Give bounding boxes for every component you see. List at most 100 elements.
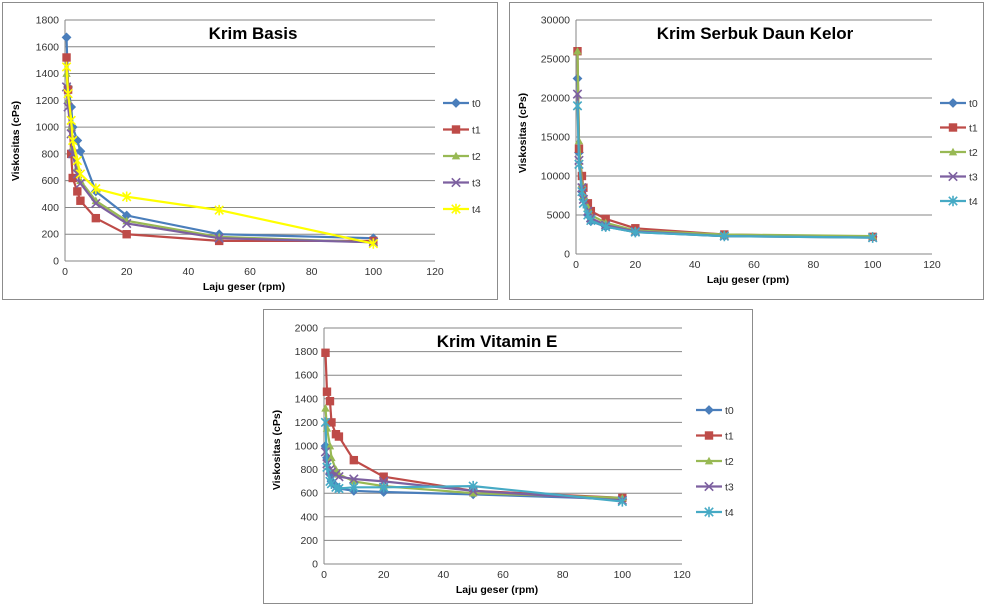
y-tick-label: 2000 [295, 323, 319, 335]
data-point-t1 [321, 348, 330, 357]
y-tick-label: 25000 [541, 54, 570, 66]
data-point-t4 [66, 115, 76, 126]
data-point-t3 [334, 471, 344, 482]
x-tick-label: 0 [321, 569, 327, 581]
y-tick-label: 800 [41, 148, 59, 160]
legend-item-t4: t4 [443, 203, 481, 216]
x-tick-label: 60 [748, 259, 760, 271]
legend-item-t3: t3 [443, 178, 481, 190]
legend-label: t4 [725, 507, 734, 519]
data-point-t4 [468, 480, 478, 492]
data-point-t1 [68, 173, 77, 183]
data-point-t2 [349, 477, 359, 485]
chart-krim-vitamin-e: 0 200 400 600 800 1000 1200 1400 1600 1800 2000 0 20… [271, 323, 734, 597]
legend-label: t1 [969, 123, 978, 135]
data-point-t4 [368, 238, 379, 249]
chart-panel-krim-basis: 0 200 400 600 800 1000 1200 1400 1600 1800 0 20 40 60… [2, 2, 498, 300]
series-t4 [572, 100, 878, 243]
y-tick-label: 1800 [36, 15, 60, 27]
legend-marker [704, 405, 714, 415]
legend-marker [948, 171, 958, 182]
data-point-t4 [572, 100, 583, 111]
data-point-t4 [630, 226, 641, 238]
legend-item-t4: t4 [696, 506, 734, 519]
legend-item-t0: t0 [443, 98, 481, 110]
y-tick-label: 0 [564, 249, 570, 261]
x-tick-label: 20 [378, 569, 390, 581]
series-line-t2 [65, 73, 374, 244]
x-axis-label: Laju geser (rpm) [203, 281, 285, 293]
chart-title: Krim Serbuk Daun Kelor [657, 24, 854, 43]
data-point-t4 [719, 230, 730, 242]
legend-item-t1: t1 [443, 125, 481, 137]
x-axis-label: Laju geser (rpm) [707, 274, 789, 286]
data-point-t4 [867, 232, 878, 243]
series-line-t3 [576, 94, 873, 239]
data-point-t4 [334, 483, 344, 494]
y-tick-label: 1800 [295, 346, 319, 358]
data-point-t1 [334, 432, 344, 441]
data-point-t3 [349, 474, 359, 484]
data-point-t3 [572, 89, 583, 99]
legend-marker [451, 98, 461, 108]
data-point-t3 [91, 198, 101, 209]
x-tick-label: 120 [426, 266, 444, 278]
y-axis-label: Viskositas (cPs) [10, 101, 22, 181]
series-t1 [62, 53, 378, 246]
x-tick-label: 80 [306, 266, 318, 278]
legend-label: t1 [725, 431, 734, 443]
series-t3 [572, 89, 878, 243]
x-tick-label: 60 [497, 569, 509, 581]
legend-marker [704, 431, 714, 440]
legend-label: t3 [969, 172, 978, 184]
chart-krim-basis: 0 200 400 600 800 1000 1200 1400 1600 1800 0 20 40 60… [10, 15, 481, 294]
legend-marker [948, 195, 958, 207]
data-point-t1 [73, 187, 82, 196]
y-tick-label: 0 [312, 559, 318, 571]
y-axis-label: Viskositas (cPs) [517, 93, 529, 173]
legend-label: t2 [969, 147, 978, 159]
legend-label: t3 [472, 178, 481, 190]
grid [65, 19, 435, 235]
data-point-t4 [617, 496, 628, 507]
legend-marker [451, 125, 461, 134]
legend-marker [948, 147, 958, 156]
series-t2 [62, 69, 378, 246]
series-line-t0 [576, 78, 873, 238]
data-point-t0 [61, 32, 72, 43]
series-t2 [573, 47, 877, 240]
legend-marker [704, 506, 714, 518]
legend-label: t2 [725, 456, 734, 468]
series-line-t1 [324, 352, 623, 499]
legend-marker [948, 123, 958, 132]
y-tick-label: 1400 [295, 393, 319, 405]
y-tick-label: 15000 [541, 132, 570, 144]
data-point-t4 [600, 221, 611, 232]
legend-label: t4 [969, 196, 978, 208]
data-point-t3 [214, 233, 224, 244]
data-point-t0 [75, 146, 86, 157]
legend-item-t2: t2 [443, 151, 481, 163]
y-tick-label: 600 [41, 175, 59, 187]
grid [576, 19, 932, 216]
x-axis-label: Laju geser (rpm) [456, 584, 538, 596]
x-tick-label: 0 [62, 266, 68, 278]
y-tick-label: 1200 [295, 417, 319, 429]
legend-item-t3: t3 [696, 482, 734, 494]
chart-panel-krim-serbuk-daun-kelor: 0 5000 10000 15000 20000 25000 30000 0 20 40 60 80 1… [509, 2, 984, 300]
series-line-t0 [65, 37, 374, 240]
series-line-t1 [576, 51, 873, 238]
y-tick-label: 1600 [36, 41, 60, 53]
data-point-t4 [586, 215, 596, 226]
series-line-t4 [65, 66, 374, 245]
data-point-t1 [91, 213, 101, 223]
y-tick-label: 5000 [547, 210, 571, 222]
x-tick-label: 100 [864, 259, 882, 271]
data-point-t4 [349, 482, 359, 493]
x-tick-label: 120 [673, 569, 691, 581]
x-tick-label: 20 [121, 266, 133, 278]
series-t3 [61, 82, 379, 248]
data-point-t4 [578, 198, 589, 209]
x-tick-label: 80 [807, 259, 819, 271]
legend-item-t4: t4 [940, 195, 978, 208]
